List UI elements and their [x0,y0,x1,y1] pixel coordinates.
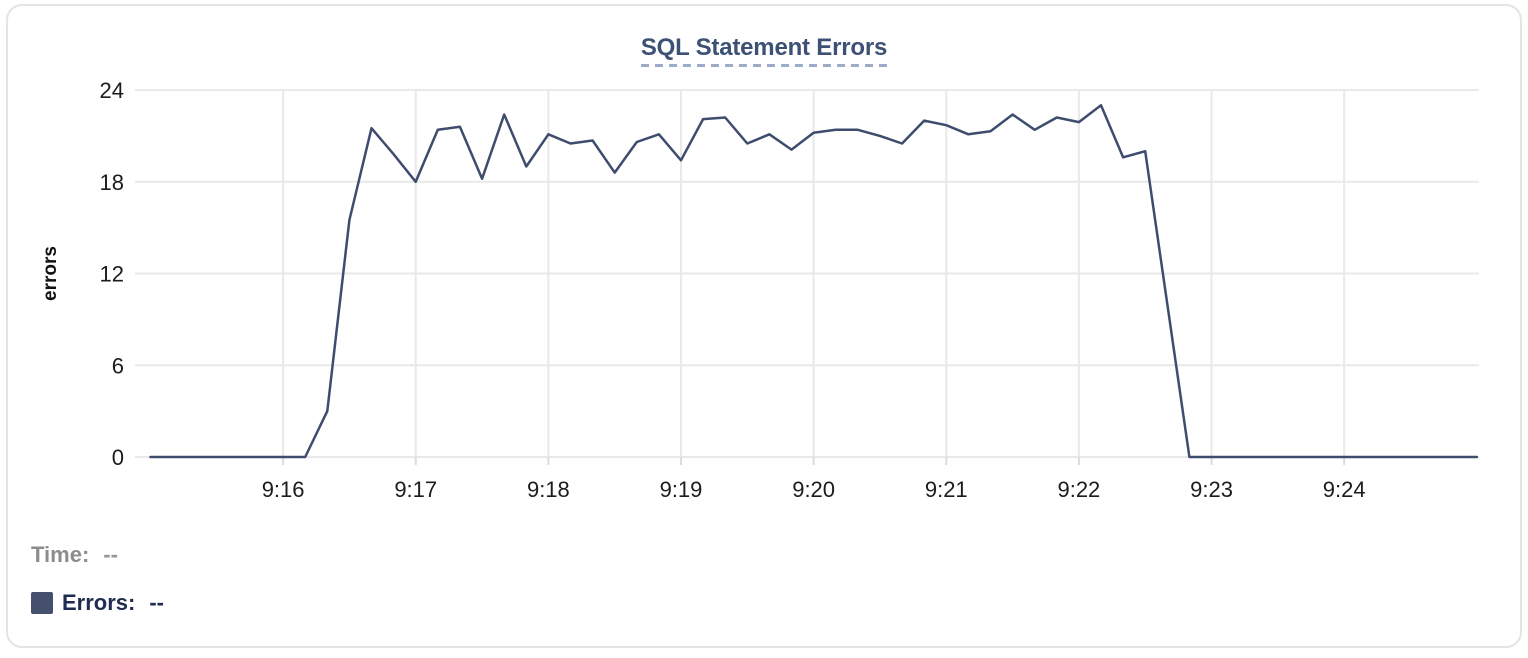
chart-plot-area[interactable] [135,90,1479,457]
chart-card: SQL Statement Errors 0 6 12 18 24 9:16 9:17 9:1… [6,4,1522,648]
x-tick-label: 9:19 [660,477,703,502]
x-tick-label: 9:18 [527,477,570,502]
chart-title-link[interactable]: SQL Statement Errors [640,34,888,72]
y-tick-label: 18 [100,170,124,195]
errors-series-swatch [31,592,53,614]
chart-title-text: SQL Statement Errors [640,34,888,61]
x-tick-label: 9:20 [792,477,835,502]
y-tick-label: 12 [100,262,124,287]
tooltip-time-value: -- [103,542,118,567]
y-tick-label: 24 [100,78,124,103]
tooltip-time-row: Time: -- [31,542,118,568]
y-tick-label: 0 [112,445,124,470]
y-tick-label: 6 [112,353,124,378]
errors-line-chart[interactable]: 0 6 12 18 24 9:16 9:17 9:18 9:19 9:20 9:21 9:22 9:23… [8,6,1528,658]
x-tick-label: 9:16 [262,477,305,502]
chart-header: SQL Statement Errors [8,34,1520,72]
x-tick-label: 9:24 [1323,477,1366,502]
tooltip-time-label: Time: [31,542,90,567]
tooltip-errors-row: Errors: -- [31,590,164,616]
x-tick-label: 9:23 [1190,477,1233,502]
tooltip-errors-value: -- [149,590,165,615]
title-dashed-underline [640,64,888,67]
errors-series-line [149,104,1479,459]
x-tick-label: 9:21 [925,477,968,502]
x-tick-label: 9:22 [1057,477,1100,502]
y-axis-title: errors [40,246,61,301]
tooltip-errors-label: Errors: [62,590,136,615]
x-tick-label: 9:17 [394,477,437,502]
